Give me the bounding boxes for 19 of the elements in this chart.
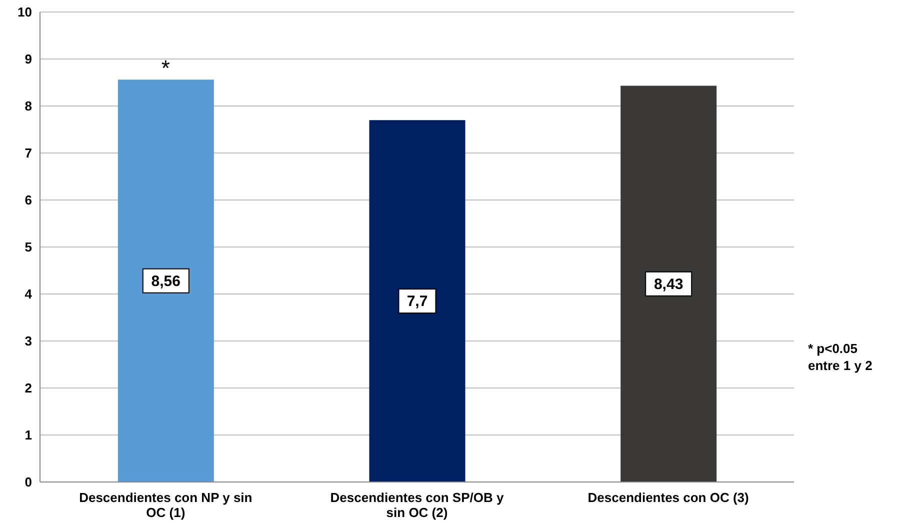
y-tick-label: 0	[24, 474, 32, 490]
y-tick-label: 7	[24, 146, 32, 161]
x-tick-label: Descendientes con OC (3)	[588, 490, 749, 505]
x-tick-label: Descendientes con NP y sin OC (1)	[79, 490, 252, 520]
y-tick-label: 1	[24, 428, 32, 443]
y-tick-label: 2	[24, 380, 32, 396]
y-tick-label: 3	[24, 334, 32, 349]
y-tick-label: 5	[24, 240, 32, 255]
data-label: 7,7	[406, 293, 428, 310]
x-tick-label: Descendientes con SP/OB y sin OC (2)	[330, 490, 504, 520]
data-label: 8,56	[151, 272, 181, 290]
y-tick-label: 6	[24, 192, 32, 208]
y-tick-label: 4	[24, 286, 33, 302]
annotation: *	[161, 56, 170, 81]
data-label: 8,43	[654, 276, 684, 293]
y-tick-label: 8	[24, 98, 32, 114]
y-tick-label: 9	[24, 52, 32, 67]
text: * p<0.05 entre 1 y 2	[808, 340, 872, 374]
y-tick-label: 10	[18, 4, 32, 20]
